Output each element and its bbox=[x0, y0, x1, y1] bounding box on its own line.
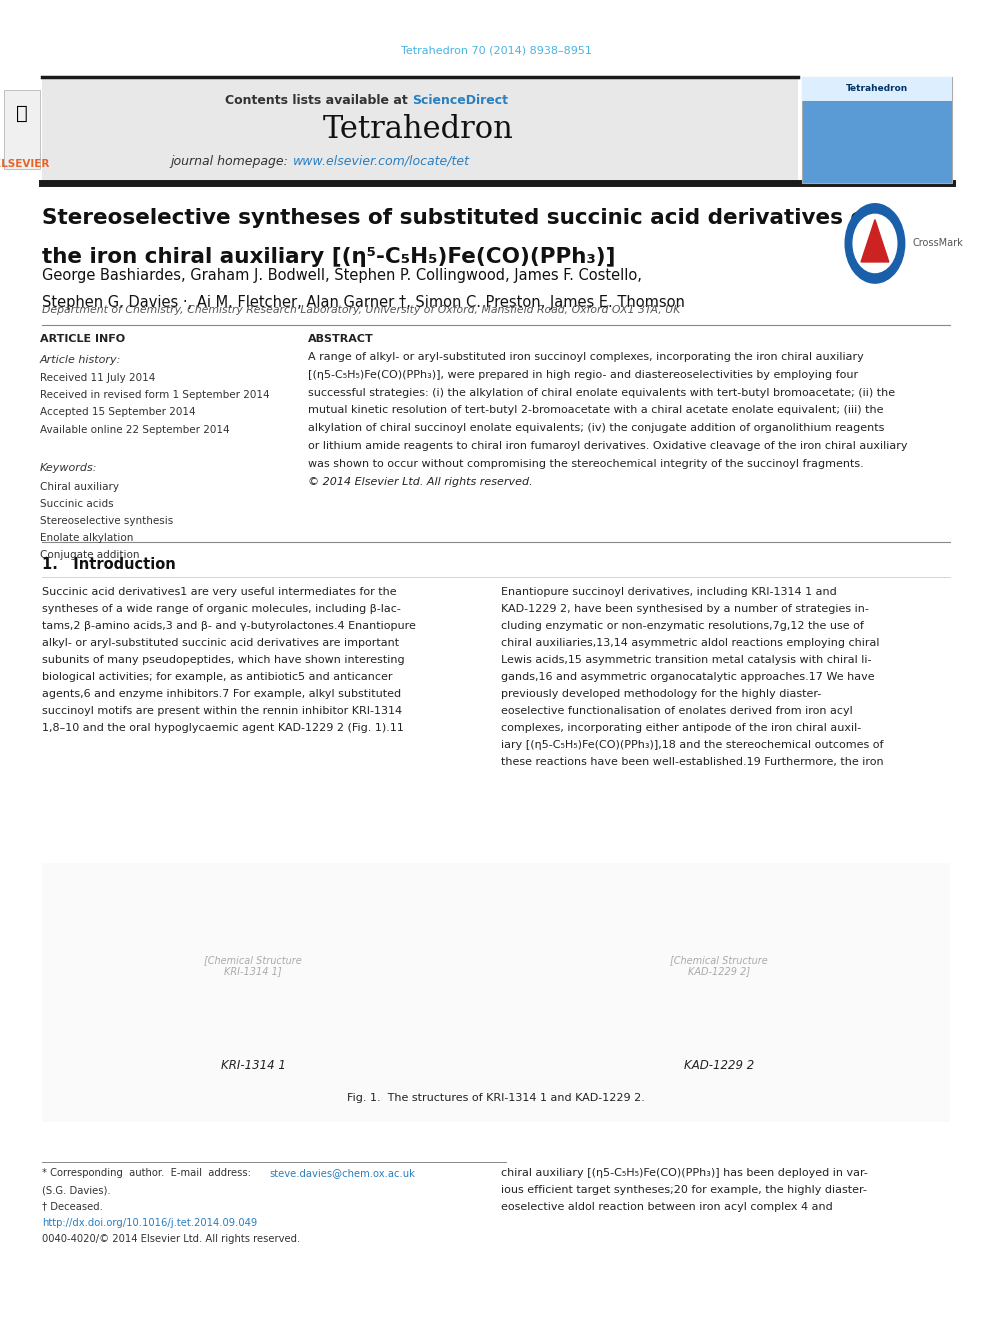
Text: Enantiopure succinoyl derivatives, including KRI-1314 1 and: Enantiopure succinoyl derivatives, inclu… bbox=[501, 587, 836, 598]
Text: [Chemical Structure
KAD-1229 2]: [Chemical Structure KAD-1229 2] bbox=[671, 955, 768, 976]
Text: eoselective aldol reaction between iron acyl complex 4 and: eoselective aldol reaction between iron … bbox=[501, 1203, 832, 1212]
Text: previously developed methodology for the highly diaster-: previously developed methodology for the… bbox=[501, 689, 821, 699]
Text: http://dx.doi.org/10.1016/j.tet.2014.09.049: http://dx.doi.org/10.1016/j.tet.2014.09.… bbox=[42, 1218, 257, 1229]
Text: ELSEVIER: ELSEVIER bbox=[0, 159, 50, 169]
Text: biological activities; for example, as antibiotic5 and anticancer: biological activities; for example, as a… bbox=[42, 672, 392, 683]
Circle shape bbox=[845, 204, 905, 283]
Text: was shown to occur without compromising the stereochemical integrity of the succ: was shown to occur without compromising … bbox=[308, 459, 863, 470]
Text: ABSTRACT: ABSTRACT bbox=[308, 333, 373, 344]
Text: George Bashiardes, Graham J. Bodwell, Stephen P. Collingwood, James F. Costello,: George Bashiardes, Graham J. Bodwell, St… bbox=[42, 269, 642, 283]
Text: Available online 22 September 2014: Available online 22 September 2014 bbox=[40, 425, 229, 435]
Text: ious efficient target syntheses;20 for example, the highly diaster-: ious efficient target syntheses;20 for e… bbox=[501, 1185, 867, 1195]
Text: Received 11 July 2014: Received 11 July 2014 bbox=[40, 373, 155, 384]
Text: ARTICLE INFO: ARTICLE INFO bbox=[40, 333, 125, 344]
Text: KRI-1314 1: KRI-1314 1 bbox=[220, 1058, 286, 1072]
Text: Succinic acids: Succinic acids bbox=[40, 499, 113, 509]
Text: the iron chiral auxiliary [(η⁵-C₅H₅)Fe(CO)(PPh₃)]: the iron chiral auxiliary [(η⁵-C₅H₅)Fe(C… bbox=[42, 247, 615, 267]
Text: or lithium amide reagents to chiral iron fumaroyl derivatives. Oxidative cleavag: or lithium amide reagents to chiral iron… bbox=[308, 442, 907, 451]
Text: 1,8–10 and the oral hypoglycaemic agent KAD-1229 2 (Fig. 1).11: 1,8–10 and the oral hypoglycaemic agent … bbox=[42, 722, 404, 733]
Text: [Chemical Structure
KRI-1314 1]: [Chemical Structure KRI-1314 1] bbox=[204, 955, 302, 976]
Text: ScienceDirect: ScienceDirect bbox=[412, 94, 508, 107]
Text: † Deceased.: † Deceased. bbox=[42, 1201, 102, 1212]
Text: KAD-1229 2: KAD-1229 2 bbox=[684, 1058, 754, 1072]
Text: Tetrahedron 70 (2014) 8938–8951: Tetrahedron 70 (2014) 8938–8951 bbox=[401, 46, 591, 56]
Text: successful strategies: (i) the alkylation of chiral enolate equivalents with ter: successful strategies: (i) the alkylatio… bbox=[308, 388, 895, 398]
Text: gands,16 and asymmetric organocatalytic approaches.17 We have: gands,16 and asymmetric organocatalytic … bbox=[501, 672, 875, 683]
Text: Stereoselective syntheses of substituted succinic acid derivatives of: Stereoselective syntheses of substituted… bbox=[42, 208, 874, 228]
Text: www.elsevier.com/locate/tet: www.elsevier.com/locate/tet bbox=[293, 155, 469, 168]
Text: Chiral auxiliary: Chiral auxiliary bbox=[40, 482, 119, 492]
Text: Lewis acids,15 asymmetric transition metal catalysis with chiral li-: Lewis acids,15 asymmetric transition met… bbox=[501, 655, 871, 665]
Text: Contents lists available at: Contents lists available at bbox=[224, 94, 412, 107]
Text: Fig. 1.  The structures of KRI-1314 1 and KAD-1229 2.: Fig. 1. The structures of KRI-1314 1 and… bbox=[347, 1093, 645, 1103]
Text: chiral auxiliary [(η5-C₅H₅)Fe(CO)(PPh₃)] has been deployed in var-: chiral auxiliary [(η5-C₅H₅)Fe(CO)(PPh₃)]… bbox=[501, 1168, 868, 1179]
Text: * Corresponding  author.  E-mail  address:: * Corresponding author. E-mail address: bbox=[42, 1168, 251, 1179]
Polygon shape bbox=[861, 220, 889, 262]
Text: A range of alkyl- or aryl-substituted iron succinoyl complexes, incorporating th: A range of alkyl- or aryl-substituted ir… bbox=[308, 352, 863, 363]
Text: alkyl- or aryl-substituted succinic acid derivatives are important: alkyl- or aryl-substituted succinic acid… bbox=[42, 638, 399, 648]
Text: Tetrahedron: Tetrahedron bbox=[846, 85, 908, 93]
Text: Conjugate addition: Conjugate addition bbox=[40, 550, 139, 561]
Text: agents,6 and enzyme inhibitors.7 For example, alkyl substituted: agents,6 and enzyme inhibitors.7 For exa… bbox=[42, 689, 401, 699]
Text: chiral auxiliaries,13,14 asymmetric aldol reactions employing chiral: chiral auxiliaries,13,14 asymmetric aldo… bbox=[501, 638, 880, 648]
Text: © 2014 Elsevier Ltd. All rights reserved.: © 2014 Elsevier Ltd. All rights reserved… bbox=[308, 478, 532, 487]
Text: Department of Chemistry, Chemistry Research Laboratory, University of Oxford, Ma: Department of Chemistry, Chemistry Resea… bbox=[42, 304, 681, 315]
Text: 0040-4020/© 2014 Elsevier Ltd. All rights reserved.: 0040-4020/© 2014 Elsevier Ltd. All right… bbox=[42, 1234, 300, 1245]
Text: Stephen G. Davies ·, Ai M. Fletcher, Alan Garner †, Simon C. Preston, James E. T: Stephen G. Davies ·, Ai M. Fletcher, Ala… bbox=[42, 295, 684, 310]
Text: Tetrahedron: Tetrahedron bbox=[323, 114, 514, 146]
Bar bbox=[42, 863, 950, 1122]
Text: steve.davies@chem.ox.ac.uk: steve.davies@chem.ox.ac.uk bbox=[270, 1168, 416, 1179]
Text: subunits of many pseudopeptides, which have shown interesting: subunits of many pseudopeptides, which h… bbox=[42, 655, 405, 665]
Text: eoselective functionalisation of enolates derived from iron acyl: eoselective functionalisation of enolate… bbox=[501, 706, 853, 716]
Text: these reactions have been well-established.19 Furthermore, the iron: these reactions have been well-establish… bbox=[501, 757, 884, 767]
Text: complexes, incorporating either antipode of the iron chiral auxil-: complexes, incorporating either antipode… bbox=[501, 722, 861, 733]
Text: Stereoselective synthesis: Stereoselective synthesis bbox=[40, 516, 173, 527]
Text: Succinic acid derivatives1 are very useful intermediates for the: Succinic acid derivatives1 are very usef… bbox=[42, 587, 396, 598]
Text: CrossMark: CrossMark bbox=[913, 238, 963, 249]
Text: Accepted 15 September 2014: Accepted 15 September 2014 bbox=[40, 407, 195, 418]
Text: succinoyl motifs are present within the rennin inhibitor KRI-1314: succinoyl motifs are present within the … bbox=[42, 706, 402, 716]
Text: tams,2 β-amino acids,3 and β- and γ-butyrolactones.4 Enantiopure: tams,2 β-amino acids,3 and β- and γ-buty… bbox=[42, 622, 416, 631]
Text: Received in revised form 1 September 2014: Received in revised form 1 September 201… bbox=[40, 390, 269, 401]
Text: iary [(η5-C₅H₅)Fe(CO)(PPh₃)],18 and the stereochemical outcomes of: iary [(η5-C₅H₅)Fe(CO)(PPh₃)],18 and the … bbox=[501, 740, 884, 750]
Text: journal homepage:: journal homepage: bbox=[171, 155, 293, 168]
Text: (S.G. Davies).: (S.G. Davies). bbox=[42, 1185, 110, 1196]
Text: Keywords:: Keywords: bbox=[40, 463, 97, 474]
Text: Article history:: Article history: bbox=[40, 355, 121, 365]
Text: mutual kinetic resolution of tert-butyl 2-bromoacetate with a chiral acetate eno: mutual kinetic resolution of tert-butyl … bbox=[308, 405, 883, 415]
Text: cluding enzymatic or non-enzymatic resolutions,7g,12 the use of: cluding enzymatic or non-enzymatic resol… bbox=[501, 622, 864, 631]
Bar bbox=[802, 77, 952, 183]
Bar bbox=[42, 77, 798, 183]
Text: Enolate alkylation: Enolate alkylation bbox=[40, 533, 133, 544]
Text: alkylation of chiral succinoyl enolate equivalents; (iv) the conjugate addition : alkylation of chiral succinoyl enolate e… bbox=[308, 423, 884, 434]
Text: [(η5-C₅H₅)Fe(CO)(PPh₃)], were prepared in high regio- and diastereoselectivities: [(η5-C₅H₅)Fe(CO)(PPh₃)], were prepared i… bbox=[308, 369, 858, 380]
Text: KAD-1229 2, have been synthesised by a number of strategies in-: KAD-1229 2, have been synthesised by a n… bbox=[501, 605, 869, 614]
Bar bbox=[4, 90, 40, 169]
Circle shape bbox=[853, 214, 897, 273]
Text: 🌲: 🌲 bbox=[16, 105, 28, 123]
Text: syntheses of a wide range of organic molecules, including β-lac-: syntheses of a wide range of organic mol… bbox=[42, 605, 401, 614]
Bar bbox=[802, 77, 952, 101]
Text: 1.   Introduction: 1. Introduction bbox=[42, 557, 176, 572]
